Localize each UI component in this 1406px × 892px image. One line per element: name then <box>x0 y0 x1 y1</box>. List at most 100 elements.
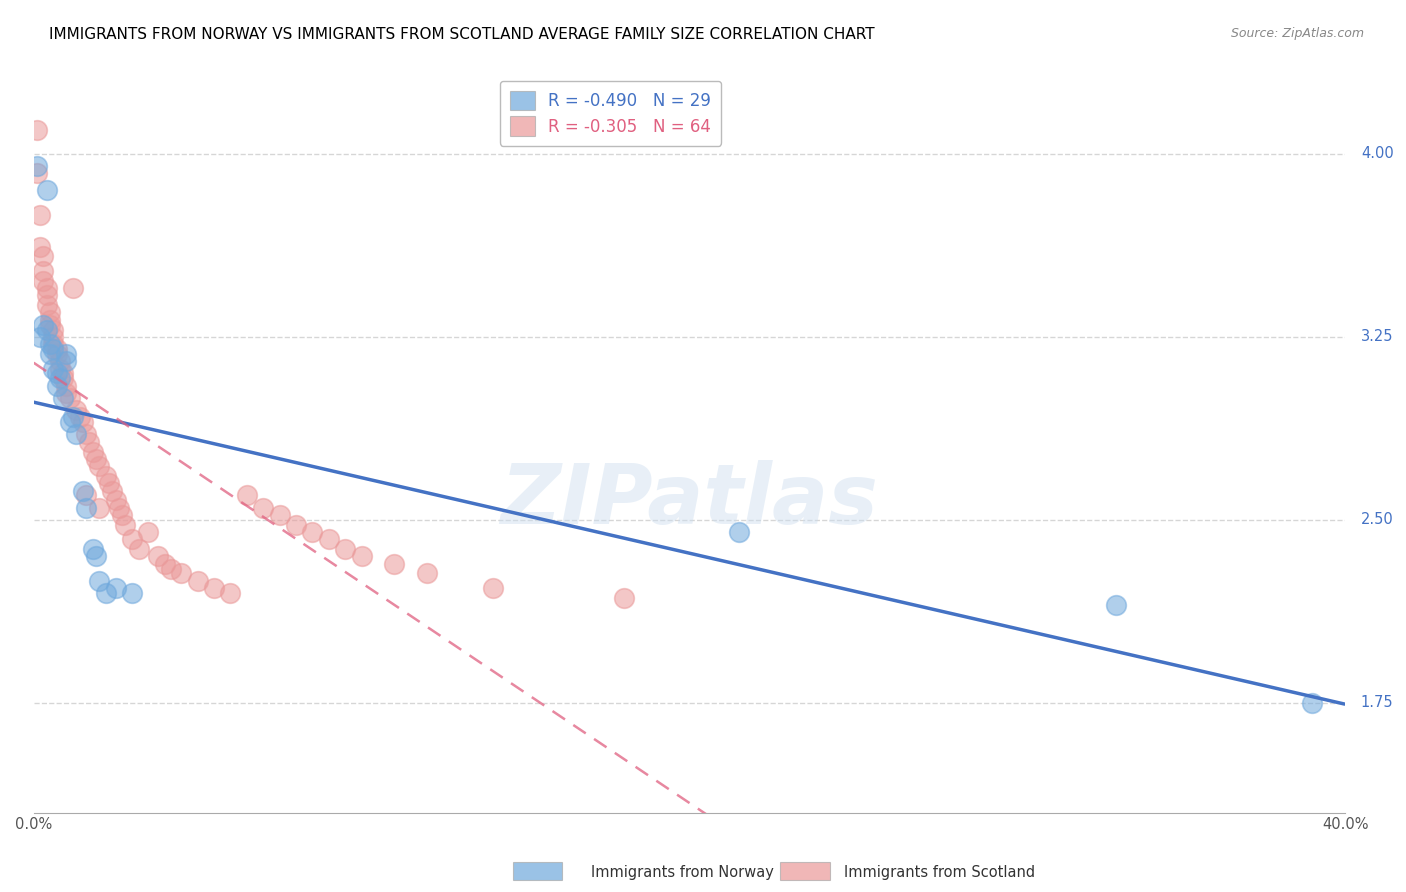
Point <box>32 318 55 332</box>
Text: Immigrants from Scotland: Immigrants from Scotland <box>844 865 1035 880</box>
Point <box>62 410 84 425</box>
Point <box>75 427 97 442</box>
Point <box>128 542 150 557</box>
Point <box>170 566 193 581</box>
Point <box>49 361 72 376</box>
Point <box>148 549 170 564</box>
Point <box>219 586 242 600</box>
Point <box>382 557 405 571</box>
Text: 1.75: 1.75 <box>1361 695 1393 710</box>
Point <box>84 549 107 564</box>
Point <box>35 298 58 312</box>
Point <box>121 533 143 547</box>
Point <box>62 281 84 295</box>
Point <box>89 500 111 515</box>
Point <box>30 330 52 344</box>
Point <box>25 122 48 136</box>
Point <box>82 542 104 557</box>
Point <box>39 312 62 326</box>
Point <box>94 469 117 483</box>
Point <box>35 288 58 302</box>
Point <box>89 574 111 588</box>
Point <box>42 361 65 376</box>
Text: 3.25: 3.25 <box>1361 329 1393 344</box>
Text: IMMIGRANTS FROM NORWAY VS IMMIGRANTS FROM SCOTLAND AVERAGE FAMILY SIZE CORRELATI: IMMIGRANTS FROM NORWAY VS IMMIGRANTS FRO… <box>49 27 875 42</box>
Point <box>269 508 291 522</box>
Point <box>25 159 48 173</box>
Point <box>55 347 77 361</box>
Point <box>350 549 373 564</box>
Point <box>52 367 75 381</box>
Point <box>32 274 55 288</box>
Text: 2.50: 2.50 <box>1361 512 1393 527</box>
Point <box>153 557 176 571</box>
Point <box>121 586 143 600</box>
Point <box>613 591 636 605</box>
Point <box>284 517 307 532</box>
Point <box>45 378 67 392</box>
Point <box>39 318 62 332</box>
Point <box>35 281 58 295</box>
Point <box>25 166 48 180</box>
Point <box>59 391 82 405</box>
Point <box>49 354 72 368</box>
Point <box>84 451 107 466</box>
Point <box>72 415 94 429</box>
Point <box>104 493 127 508</box>
Point <box>52 391 75 405</box>
Point <box>35 184 58 198</box>
Point <box>52 371 75 385</box>
Point <box>65 427 87 442</box>
Point <box>55 386 77 401</box>
Point <box>101 483 124 498</box>
Point <box>104 581 127 595</box>
Point <box>45 342 67 356</box>
Point <box>59 415 82 429</box>
Point <box>42 330 65 344</box>
Point <box>235 488 257 502</box>
Point <box>45 347 67 361</box>
Point <box>69 410 91 425</box>
Point <box>114 517 136 532</box>
Point <box>416 566 439 581</box>
Point <box>82 444 104 458</box>
Point <box>202 581 225 595</box>
Point <box>1301 696 1323 710</box>
Point <box>42 322 65 336</box>
Point <box>65 403 87 417</box>
Text: Immigrants from Norway: Immigrants from Norway <box>591 865 773 880</box>
Point <box>301 524 323 539</box>
Text: 4.00: 4.00 <box>1361 146 1393 161</box>
Point <box>108 500 131 515</box>
Point <box>39 305 62 319</box>
Text: ZIPatlas: ZIPatlas <box>501 459 879 541</box>
Text: Source: ZipAtlas.com: Source: ZipAtlas.com <box>1230 27 1364 40</box>
Legend: R = -0.490   N = 29, R = -0.305   N = 64: R = -0.490 N = 29, R = -0.305 N = 64 <box>501 80 721 145</box>
Point <box>333 542 356 557</box>
Point <box>39 347 62 361</box>
Point <box>79 434 101 449</box>
Point <box>45 367 67 381</box>
Point <box>75 488 97 502</box>
Point <box>727 524 749 539</box>
Point <box>89 459 111 474</box>
Point <box>42 342 65 356</box>
Point <box>39 337 62 351</box>
Point <box>49 371 72 385</box>
Point <box>187 574 209 588</box>
Point <box>32 264 55 278</box>
Point <box>35 322 58 336</box>
Point <box>481 581 503 595</box>
Point <box>72 483 94 498</box>
Point <box>111 508 134 522</box>
Point <box>32 249 55 263</box>
Point <box>75 500 97 515</box>
Point <box>55 378 77 392</box>
Point <box>98 476 121 491</box>
Point <box>55 354 77 368</box>
Point <box>160 561 183 575</box>
Point <box>94 586 117 600</box>
Point <box>138 524 160 539</box>
Point <box>30 239 52 253</box>
Point <box>30 208 52 222</box>
